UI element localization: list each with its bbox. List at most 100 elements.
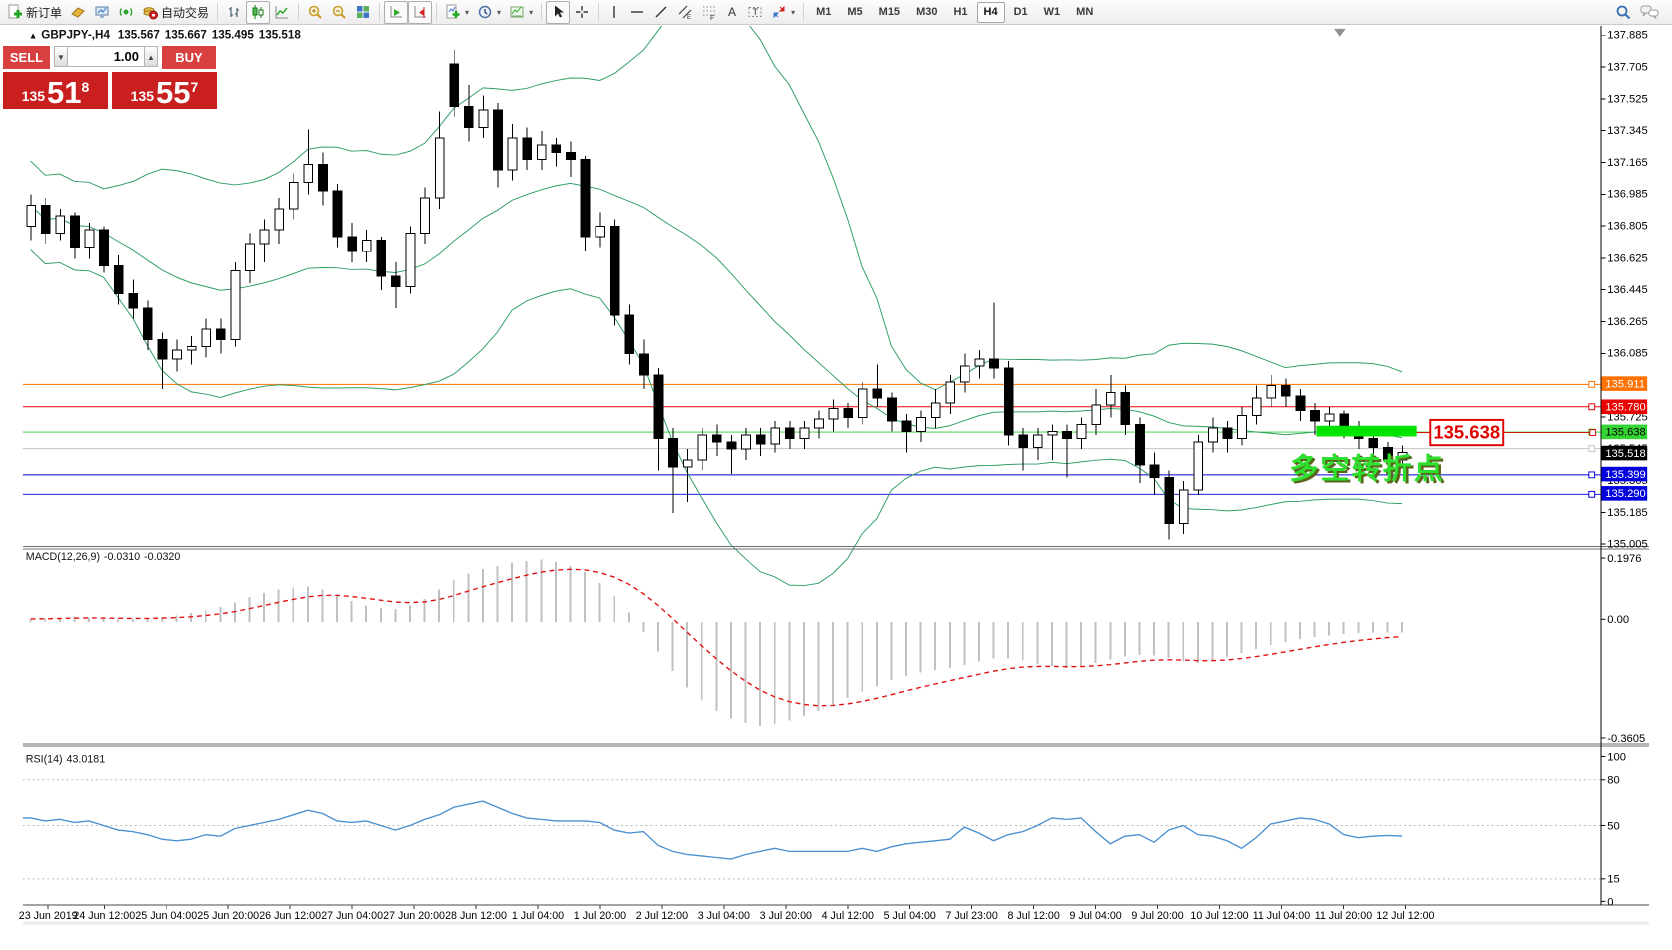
macd-bar: [204, 610, 207, 623]
periods-button[interactable]: ▾: [473, 1, 505, 24]
candle: [55, 215, 66, 235]
chart-plot[interactable]: [22, 26, 1601, 547]
time-tick-label: 7 Jul 23:00: [946, 910, 998, 922]
time-tick-label: 3 Jul 04:00: [698, 910, 750, 922]
candle: [580, 158, 591, 238]
signals-button[interactable]: [114, 1, 138, 24]
buy-price-sup: 7: [190, 79, 199, 95]
candle: [653, 374, 664, 440]
callout-handle[interactable]: [1589, 429, 1597, 436]
autotrading-button[interactable]: 自动交易: [138, 1, 213, 24]
crosshair-button[interactable]: [570, 1, 594, 24]
price-callout-box[interactable]: [1429, 418, 1505, 447]
periods-dropdown-caret-icon[interactable]: ▾: [497, 7, 502, 17]
macd-bar: [1401, 622, 1404, 633]
price-tag-135.638: [1601, 424, 1648, 440]
volume-increase-button[interactable]: ▲: [144, 46, 158, 67]
bar-chart-button[interactable]: [222, 1, 246, 24]
auto-scroll-button[interactable]: [384, 0, 409, 24]
buy-button[interactable]: BUY: [162, 46, 216, 69]
time-tick-label: 27 Jun 20:00: [383, 910, 445, 922]
cursor-button[interactable]: [546, 0, 571, 24]
sell-price-button[interactable]: 135 51 8: [3, 72, 108, 109]
equidistant-channel-button[interactable]: E: [673, 1, 697, 24]
toolbar-separator: [217, 3, 219, 21]
price-tick-label: 135.005: [1607, 539, 1647, 551]
price-tick-label: 136.445: [1607, 284, 1647, 296]
candle: [536, 144, 547, 160]
templates-dropdown-caret-icon[interactable]: ▾: [529, 7, 534, 17]
hline-handle[interactable]: [1588, 381, 1596, 388]
toolbar-separator: [803, 3, 805, 21]
chart-shift-marker-icon[interactable]: [1333, 28, 1346, 37]
hline-handle[interactable]: [1588, 445, 1596, 453]
line-chart-button[interactable]: [270, 1, 294, 24]
timeframe-m5-button[interactable]: M5: [847, 5, 863, 18]
candle: [1251, 397, 1262, 417]
candle: [215, 328, 226, 341]
volume-decrease-button[interactable]: ▼: [54, 46, 68, 67]
hline-handle[interactable]: [1588, 490, 1596, 498]
text-button[interactable]: A: [721, 1, 743, 24]
timeframe-mn-button[interactable]: MN: [1076, 5, 1094, 18]
indicators-dropdown-caret-icon[interactable]: ▾: [465, 7, 470, 17]
tile-windows-button[interactable]: [351, 1, 375, 24]
horizontal-line-button[interactable]: [625, 1, 649, 24]
candle: [230, 270, 241, 341]
funds-button[interactable]: [66, 1, 90, 24]
hline-handle[interactable]: [1588, 471, 1596, 479]
zoom-in-button[interactable]: [303, 1, 327, 24]
text-label-button[interactable]: T: [743, 1, 767, 24]
sell-button[interactable]: SELL: [3, 46, 50, 69]
timeframe-m30-button[interactable]: M30: [916, 5, 938, 18]
highlight-box[interactable]: [1316, 425, 1417, 437]
toolbar-separator: [541, 3, 543, 21]
candle: [493, 109, 503, 171]
macd-bar: [1226, 622, 1228, 658]
candle: [40, 204, 51, 235]
macd-axis[interactable]: 0.1976 0.00 -0.3605: [1600, 553, 1645, 745]
volume-input[interactable]: [68, 46, 144, 67]
candle-chart-icon: [252, 5, 264, 19]
chat-icon: [1640, 5, 1659, 19]
macd-bar: [1211, 622, 1214, 661]
timeframe-m15-button[interactable]: M15: [878, 5, 901, 18]
macd-bar: [744, 622, 747, 724]
price-axis[interactable]: 137.885 137.705 137.525 137.345 137.165 136.9…: [1600, 30, 1648, 551]
timeframe-m1-button[interactable]: M1: [816, 5, 832, 18]
fibonacci-button[interactable]: F: [697, 1, 721, 24]
timeframe-h4-button[interactable]: H4: [976, 1, 1005, 23]
candle: [1368, 438, 1379, 448]
chart-shift-button[interactable]: [408, 0, 433, 24]
timeframe-d1-button[interactable]: D1: [1013, 5, 1028, 18]
macd-bar: [525, 560, 528, 623]
vertical-line-button[interactable]: [603, 1, 625, 24]
timeframe-h1-button[interactable]: H1: [953, 5, 968, 18]
buy-price-button[interactable]: 135 55 7: [112, 72, 217, 109]
svg-text:E: E: [687, 15, 691, 20]
arrows-button[interactable]: ▾: [767, 1, 799, 24]
price-callout-text[interactable]: 135.638: [1433, 421, 1500, 442]
candle-chart-button[interactable]: [246, 0, 271, 24]
text-label-icon: T: [748, 7, 762, 17]
new-order-button[interactable]: 新订单: [3, 1, 66, 24]
candle: [157, 339, 168, 360]
terminal-button[interactable]: [90, 1, 114, 24]
zoom-out-button[interactable]: [327, 1, 351, 24]
candle: [361, 240, 372, 252]
hline-handle[interactable]: [1588, 403, 1596, 411]
trendline-button[interactable]: [649, 1, 673, 24]
indicators-button[interactable]: ▾: [441, 1, 473, 24]
arrows-dropdown-caret-icon[interactable]: ▾: [791, 7, 796, 17]
candle: [259, 229, 270, 245]
chat-button[interactable]: [1636, 1, 1664, 24]
macd-bar: [890, 622, 893, 681]
note-text[interactable]: 多空转折点: [1289, 451, 1445, 485]
timeframe-w1-button[interactable]: W1: [1043, 5, 1061, 18]
rsi-axis[interactable]: 100 80 50 15 0: [1600, 751, 1626, 908]
candle: [1324, 413, 1335, 422]
templates-button[interactable]: ▾: [505, 1, 537, 24]
search-button[interactable]: [1611, 1, 1636, 24]
